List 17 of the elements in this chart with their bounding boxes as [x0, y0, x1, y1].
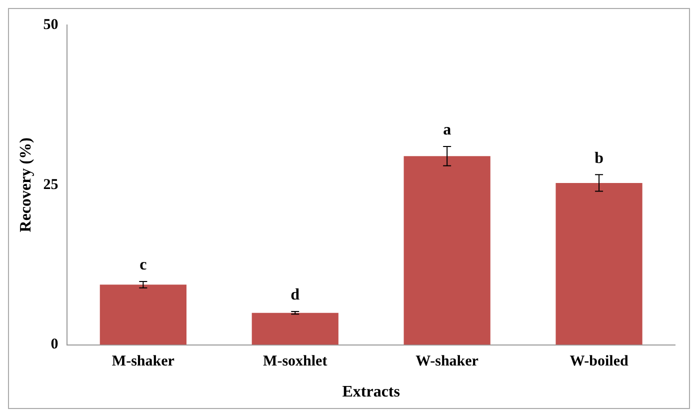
x-tick-label: W-boiled — [570, 354, 629, 370]
annotation: b — [594, 150, 604, 167]
y-tick-label: 0 — [50, 336, 58, 353]
bar — [556, 182, 642, 345]
annotation: d — [290, 286, 300, 304]
bar — [100, 284, 186, 345]
x-tick-label: M-soxhlet — [263, 354, 328, 370]
annotation: c — [140, 256, 147, 274]
y-tick-label: 50 — [43, 16, 58, 33]
x-tick-label: M-shaker — [112, 354, 175, 370]
x-tick-label: W-shaker — [416, 354, 479, 370]
annotation: a — [443, 122, 452, 139]
y-tick-label: 25 — [43, 176, 58, 193]
y-axis-title: Recovery (%) — [18, 138, 35, 232]
bar — [252, 312, 338, 345]
x-axis-title: Extracts — [342, 384, 400, 401]
bar — [404, 156, 490, 345]
